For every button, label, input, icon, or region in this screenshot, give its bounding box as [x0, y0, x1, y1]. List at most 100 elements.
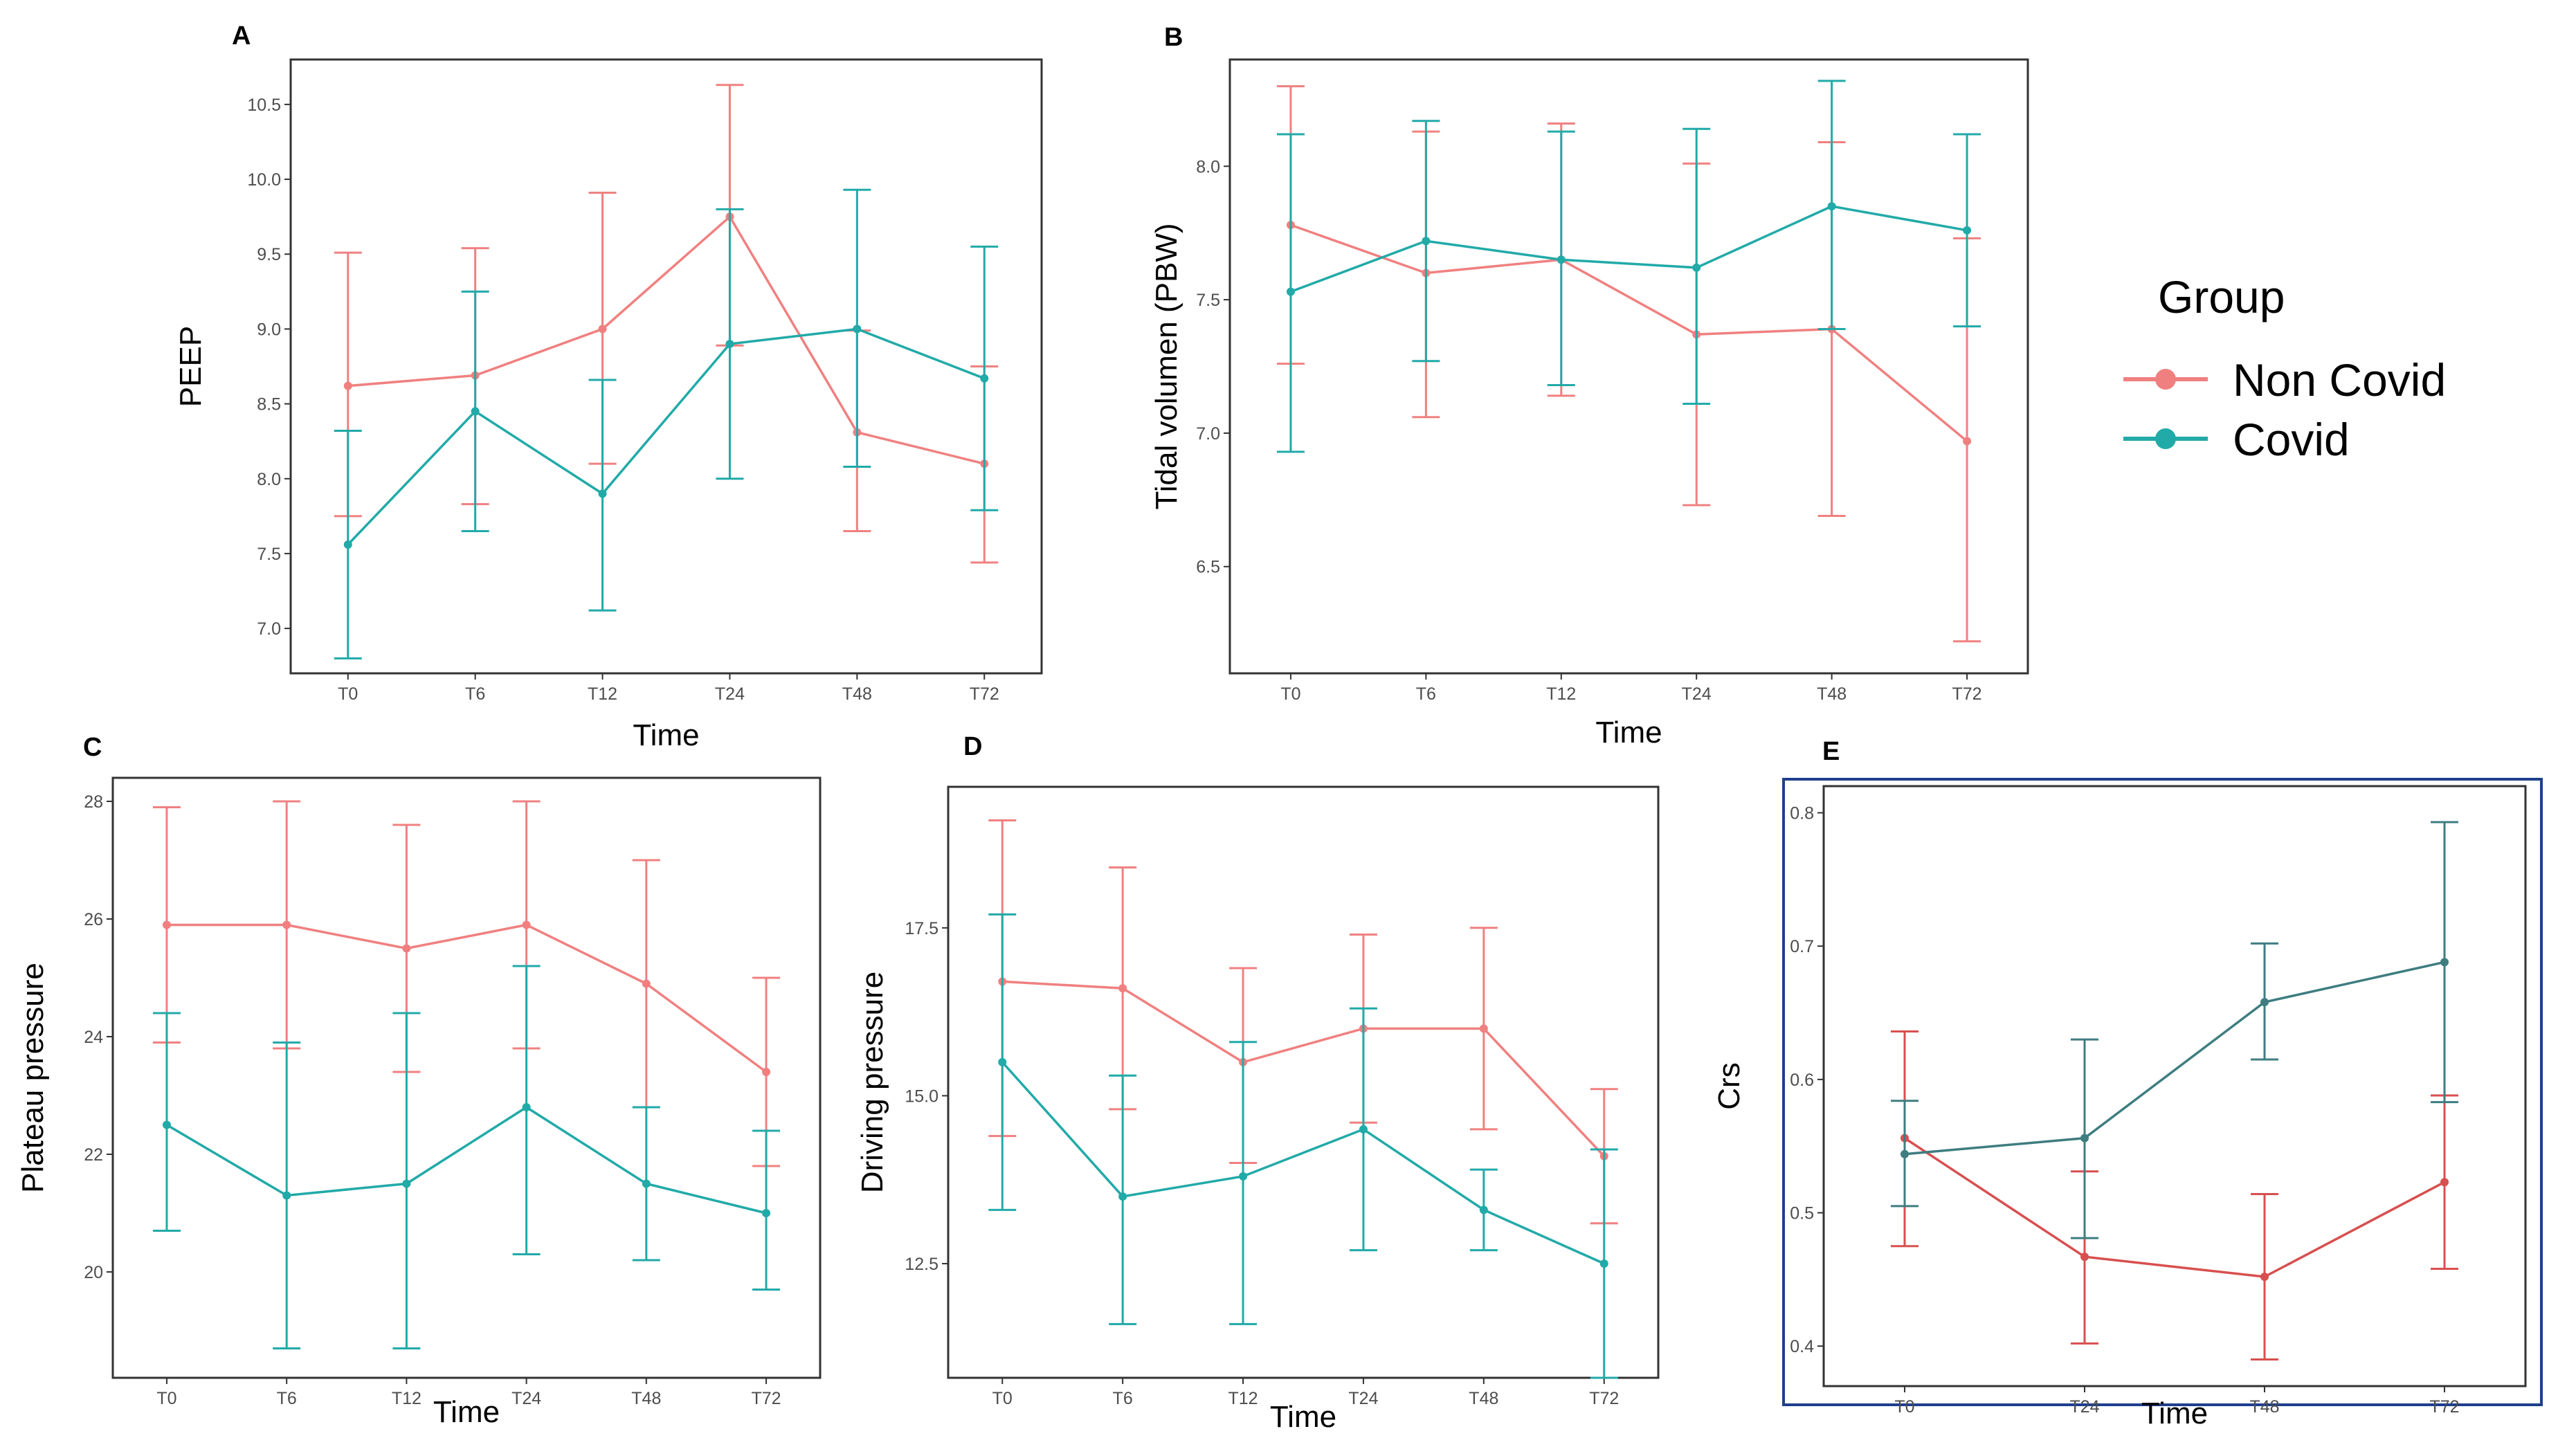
- series-covid: [1276, 80, 1981, 453]
- x-tick-label: T48: [842, 684, 872, 704]
- data-point: [2080, 1134, 2089, 1143]
- panel-d: D 12.5 15.0 17.5 T0 T6 T12 T24 T48 T72 Time Driving…: [855, 732, 1660, 1434]
- panel-c: C 20 22 24 26 28 T0 T6 T12 T24 T48 T72 Time Plateau p…: [16, 733, 822, 1429]
- series-line: [1001, 1061, 1605, 1265]
- data-point: [1692, 263, 1701, 272]
- series-line: [347, 215, 985, 465]
- legend: Group Non Covid Covid: [2123, 271, 2446, 465]
- panel-e: E 0.4 0.5 0.6 0.7 0.8 T0 T24 T48 T72 Time Crs: [1712, 737, 2543, 1430]
- x-tick-label: T48: [1817, 684, 1847, 704]
- series-line: [166, 1105, 767, 1214]
- data-point: [1422, 237, 1431, 246]
- data-point: [471, 407, 480, 416]
- error-bar: [1229, 1041, 1258, 1325]
- y-tick-label: 7.0: [257, 619, 281, 639]
- data-point: [1557, 255, 1566, 264]
- panel-letter: D: [963, 732, 982, 761]
- series-covid: [334, 188, 999, 659]
- data-point: [1359, 1125, 1368, 1134]
- y-tick-label: 8.0: [257, 470, 281, 489]
- panels: A 7.0 7.5 8.0 8.5 9.0 9.5 10.0 10.5 T0 T6 T12 T24 T48…: [16, 21, 2543, 1434]
- data-point: [402, 1179, 411, 1188]
- x-tick-label: T72: [970, 684, 999, 704]
- data-point: [725, 340, 734, 349]
- data-point: [2260, 1273, 2269, 1282]
- series-line: [347, 327, 985, 546]
- y-tick-label: 0.5: [1790, 1204, 1814, 1223]
- plot-area: [947, 785, 1660, 1379]
- x-tick-label: T72: [752, 1389, 781, 1408]
- panel-letter: A: [232, 21, 251, 51]
- y-tick-label: 24: [84, 1028, 103, 1047]
- x-tick-label: T72: [1589, 1389, 1619, 1408]
- series-line: [1904, 1137, 2445, 1278]
- x-tick-label: T0: [1280, 684, 1300, 704]
- series-line: [166, 923, 768, 1073]
- x-tick-label: T24: [1348, 1389, 1378, 1408]
- legend-label: Non Covid: [2233, 354, 2446, 406]
- data-point: [642, 979, 651, 988]
- panel-letter: E: [1822, 737, 1840, 766]
- panel-letter: C: [83, 733, 102, 762]
- data-point: [998, 1057, 1007, 1066]
- x-axis-title: Time: [1270, 1400, 1336, 1434]
- y-tick-label: 9.5: [257, 245, 281, 264]
- y-axis-title: Plateau pressure: [16, 963, 50, 1193]
- x-axis-title: Time: [433, 1395, 500, 1429]
- x-tick-label: T48: [1469, 1389, 1498, 1408]
- data-point: [282, 1191, 291, 1200]
- data-point: [1599, 1259, 1608, 1268]
- panel-b: B 6.5 7.0 7.5 8.0 T0 T6 T12 T24 T48 T72 Time Tidal v…: [1150, 23, 2029, 749]
- data-point: [2440, 958, 2449, 967]
- data-point: [598, 489, 607, 498]
- x-tick-label: T24: [715, 684, 745, 704]
- series-line: [1290, 224, 1968, 442]
- x-tick-label: T6: [1416, 684, 1436, 704]
- y-tick-label: 28: [84, 792, 103, 812]
- x-tick-label: T12: [1546, 684, 1576, 704]
- legend-item-non-covid: Non Covid: [2123, 354, 2446, 406]
- data-point: [1901, 1149, 1909, 1158]
- y-tick-label: 0.4: [1790, 1337, 1814, 1356]
- x-tick-label: T6: [277, 1389, 297, 1408]
- data-point: [2440, 1178, 2449, 1187]
- data-point: [853, 325, 862, 334]
- plot-area: [111, 776, 822, 1379]
- data-point: [2080, 1253, 2089, 1262]
- x-tick-label: T0: [1894, 1397, 1914, 1417]
- plot-area: [1822, 785, 2527, 1387]
- panel-letter: B: [1164, 23, 1183, 52]
- panel-a: A 7.0 7.5 8.0 8.5 9.0 9.5 10.0 10.5 T0 T6 T12 T24 T48…: [174, 21, 1043, 752]
- data-point: [162, 920, 171, 929]
- x-tick-label: T12: [392, 1389, 421, 1408]
- data-point: [1963, 226, 1972, 235]
- data-point: [162, 1120, 171, 1129]
- legend-title: Group: [2158, 271, 2285, 322]
- y-tick-label: 7.5: [257, 545, 281, 564]
- data-point: [1479, 1024, 1488, 1033]
- x-axis-title: Time: [1595, 716, 1662, 749]
- x-tick-label: T24: [511, 1389, 541, 1408]
- data-point: [1286, 287, 1295, 296]
- legend-item-covid: Covid: [2123, 414, 2350, 465]
- plot-area: [289, 58, 1043, 675]
- series-covid: [1891, 821, 2458, 1239]
- panel-frame: [1782, 778, 2543, 1406]
- data-point: [762, 1209, 771, 1217]
- data-point: [598, 325, 607, 334]
- x-tick-label: T6: [465, 684, 485, 704]
- legend-key-point: [2155, 369, 2176, 390]
- x-axis-title: Time: [633, 718, 699, 752]
- y-axis-title: Tidal volumen (PBW): [1150, 223, 1183, 509]
- y-tick-label: 7.0: [1196, 424, 1220, 444]
- y-tick-label: 0.6: [1790, 1071, 1814, 1090]
- y-tick-label: 8.0: [1196, 157, 1220, 176]
- data-point: [522, 1103, 531, 1111]
- x-tick-label: T6: [1113, 1389, 1133, 1408]
- y-tick-label: 17.5: [905, 919, 938, 938]
- x-tick-label: T0: [338, 684, 358, 704]
- data-point: [343, 540, 352, 549]
- data-point: [980, 374, 989, 383]
- legend-label: Covid: [2233, 414, 2350, 465]
